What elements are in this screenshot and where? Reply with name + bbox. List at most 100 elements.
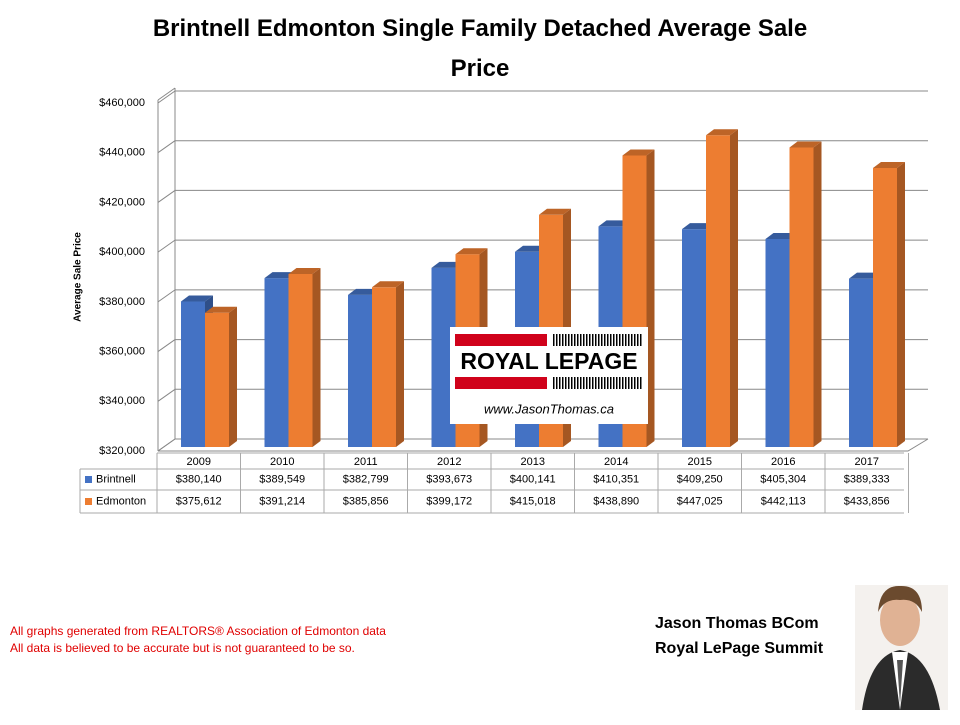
bar [765,238,790,447]
bar-top [539,208,571,215]
x-tick-label: 2010 [270,456,294,468]
logo-stripe [634,334,636,346]
legend-label: Edmonton [96,495,146,507]
y-tick-label: $340,000 [99,395,145,407]
logo-stripe [619,334,621,346]
floor [158,438,929,452]
y-tick-label: $420,000 [99,196,145,208]
logo-stripe [577,334,579,346]
data-label: $409,250 [677,473,723,485]
data-label: $447,025 [677,495,723,507]
logo-stripe [589,334,591,346]
logo-stripe [568,334,570,346]
footnote: All data is believed to be accurate but … [10,641,355,655]
data-label: $442,113 [761,495,806,507]
logo-stripe [610,377,612,389]
logo-stripe [631,334,633,346]
bar-side [813,141,822,447]
logo-stripe [589,377,591,389]
grid-line [157,388,176,402]
bar [288,273,313,447]
bar [348,294,372,447]
logo-stripe [592,377,594,389]
logo-stripe [601,334,603,346]
logo-stripe [619,377,621,389]
logo-stripe [604,377,606,389]
logo-stripe [559,334,561,346]
logo-name: ROYAL LEPAGE [460,348,637,374]
bar-side [646,149,655,447]
y-tick-label: $440,000 [99,147,145,159]
logo-stripe [598,377,600,389]
legend-swatch [85,498,92,505]
logo-stripe [553,334,555,346]
logo-stripe [571,377,573,389]
data-label: $393,673 [426,473,472,485]
bar [372,287,396,447]
data-label: $410,351 [593,473,639,485]
bar-top [622,149,655,156]
grid-line [157,90,176,104]
logo-stripe [583,377,585,389]
bar [706,135,730,447]
bar-top [372,281,404,288]
logo-stripe [625,377,627,389]
logo-stripe [574,377,576,389]
logo-stripe [607,334,609,346]
signature: Royal LePage Summit [655,640,824,657]
logo-stripe [598,334,600,346]
x-tick-label: 2011 [354,456,378,468]
x-tick-label: 2009 [187,456,211,468]
bar [873,167,897,447]
logo-stripe [604,334,606,346]
x-tick-label: 2015 [688,456,712,468]
logo-stripe [610,334,612,346]
data-label: $400,141 [510,473,556,485]
y-tick-label: $360,000 [99,345,145,357]
grid-line [157,239,176,253]
logo-stripe [571,334,573,346]
data-label: $391,214 [259,495,305,507]
bar-side [897,161,905,447]
bar-side [229,306,237,447]
logo-stripe [622,377,624,389]
logo-stripe [637,377,639,389]
bar-top [706,129,738,136]
data-label: $382,799 [343,473,389,485]
logo-stripe [607,377,609,389]
data-label: $389,333 [844,473,890,485]
logo-stripe [574,334,576,346]
data-label: $399,172 [426,495,472,507]
logo-stripe [613,334,615,346]
logo-stripe [556,334,558,346]
logo-stripe [628,334,630,346]
signature: Jason Thomas BCom [655,615,819,632]
logo-stripe [565,377,567,389]
logo-stripe [586,377,588,389]
grid-line [157,140,176,154]
x-tick-label: 2016 [771,456,795,468]
logo-url: www.JasonThomas.ca [484,401,614,416]
logo-stripe [592,334,594,346]
logo-stripe [577,377,579,389]
legend-swatch [85,476,92,483]
data-label: $438,890 [593,495,639,507]
bar-top [205,306,237,313]
chart-title: Brintnell Edmonton Single Family Detache… [153,15,807,82]
logo-stripe [616,334,618,346]
bar [205,312,229,447]
bar [181,301,205,447]
logo-stripe [640,334,642,346]
logo-stripe [562,334,564,346]
logo-stripe [586,334,588,346]
logo-stripe [580,334,582,346]
data-label: $385,856 [343,495,389,507]
grid-line [157,289,176,303]
data-label: $375,612 [176,495,222,507]
footnote: All graphs generated from REALTORS® Asso… [10,624,386,638]
data-label: $405,304 [760,473,806,485]
photo [855,585,948,710]
logo-stripe [562,377,564,389]
bar-side [312,267,321,447]
